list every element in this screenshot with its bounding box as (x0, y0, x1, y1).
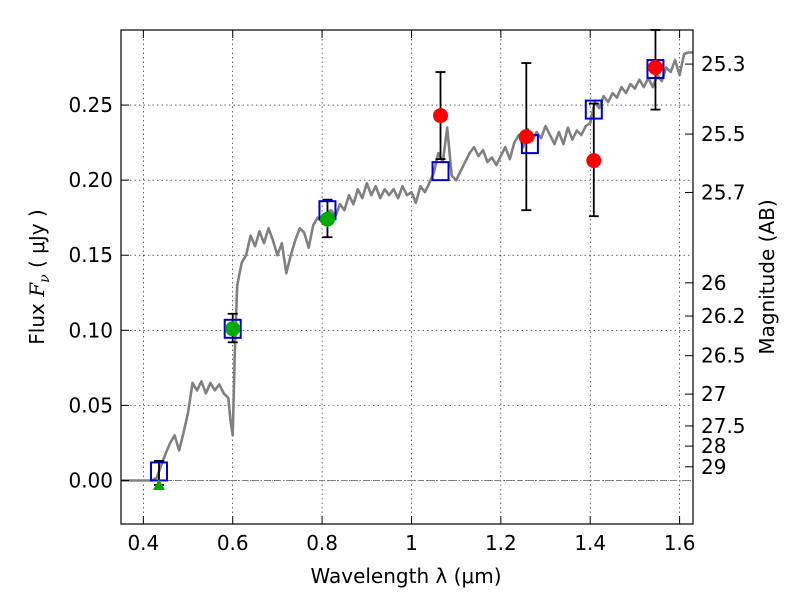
x-tick-label: 1 (405, 531, 418, 555)
y-tick-labels: 0.00 0.05 0.10 0.15 0.20 0.25 (68, 93, 113, 492)
y-tick-label: 0.15 (68, 243, 113, 267)
y-tick-label: 0.20 (68, 168, 113, 192)
y2-tick-label: 29 (701, 455, 726, 479)
y-axis-label-symbol: F (25, 282, 49, 298)
observed-flux-point (319, 211, 335, 227)
plot-frame (120, 29, 694, 525)
grid (121, 30, 693, 524)
y-axis-label-subscript: ν (37, 274, 53, 283)
y-axis-label-suffix: ( μJy ) (25, 209, 49, 274)
model-flux-square (584, 99, 603, 120)
y2-tick-label: 28 (701, 434, 726, 458)
x-tick-label: 0.6 (217, 531, 249, 555)
y-axis-label: Flux Fν ( μJy ) (25, 209, 53, 344)
upper-limit-triangle (152, 478, 165, 490)
y2-tick-label: 27 (701, 382, 726, 406)
observed-flux-point (647, 60, 663, 76)
y-tick-label: 0.05 (68, 393, 113, 417)
observed-flux-point (518, 129, 534, 145)
y-tick-label: 0.10 (68, 318, 113, 342)
observed-flux-point (586, 153, 602, 169)
x-tick-label: 0.8 (306, 531, 338, 555)
observed-flux-point (433, 108, 449, 124)
y-tick-label: 0.00 (68, 468, 113, 492)
model-flux-square (223, 318, 242, 339)
x-tick-label: 1.2 (485, 531, 517, 555)
y2-tick-label: 25.5 (701, 122, 746, 146)
x-tick-label: 1.6 (664, 531, 696, 555)
axis-ticks (121, 30, 693, 524)
y2-axis-label: Magnitude (AB) (755, 199, 779, 354)
y2-tick-label: 27.5 (701, 414, 746, 438)
model-flux-square (431, 161, 450, 182)
y-tick-label: 0.25 (68, 93, 113, 117)
y-axis-label-prefix: Flux (25, 297, 49, 345)
data-markers (149, 59, 665, 490)
y2-tick-label: 25.3 (701, 52, 746, 76)
y2-tick-label: 26 (701, 271, 726, 295)
y2-tick-label: 26.2 (701, 304, 746, 328)
y2-tick-label: 25.7 (701, 180, 746, 204)
x-tick-labels: 0.4 0.6 0.8 1 1.2 1.4 1.6 (127, 531, 695, 555)
x-tick-label: 1.4 (574, 531, 606, 555)
observed-flux-point (225, 321, 241, 337)
x-tick-label: 0.4 (127, 531, 159, 555)
y2-tick-label: 26.5 (701, 344, 746, 368)
x-axis-label: Wavelength λ (μm) (310, 564, 501, 588)
